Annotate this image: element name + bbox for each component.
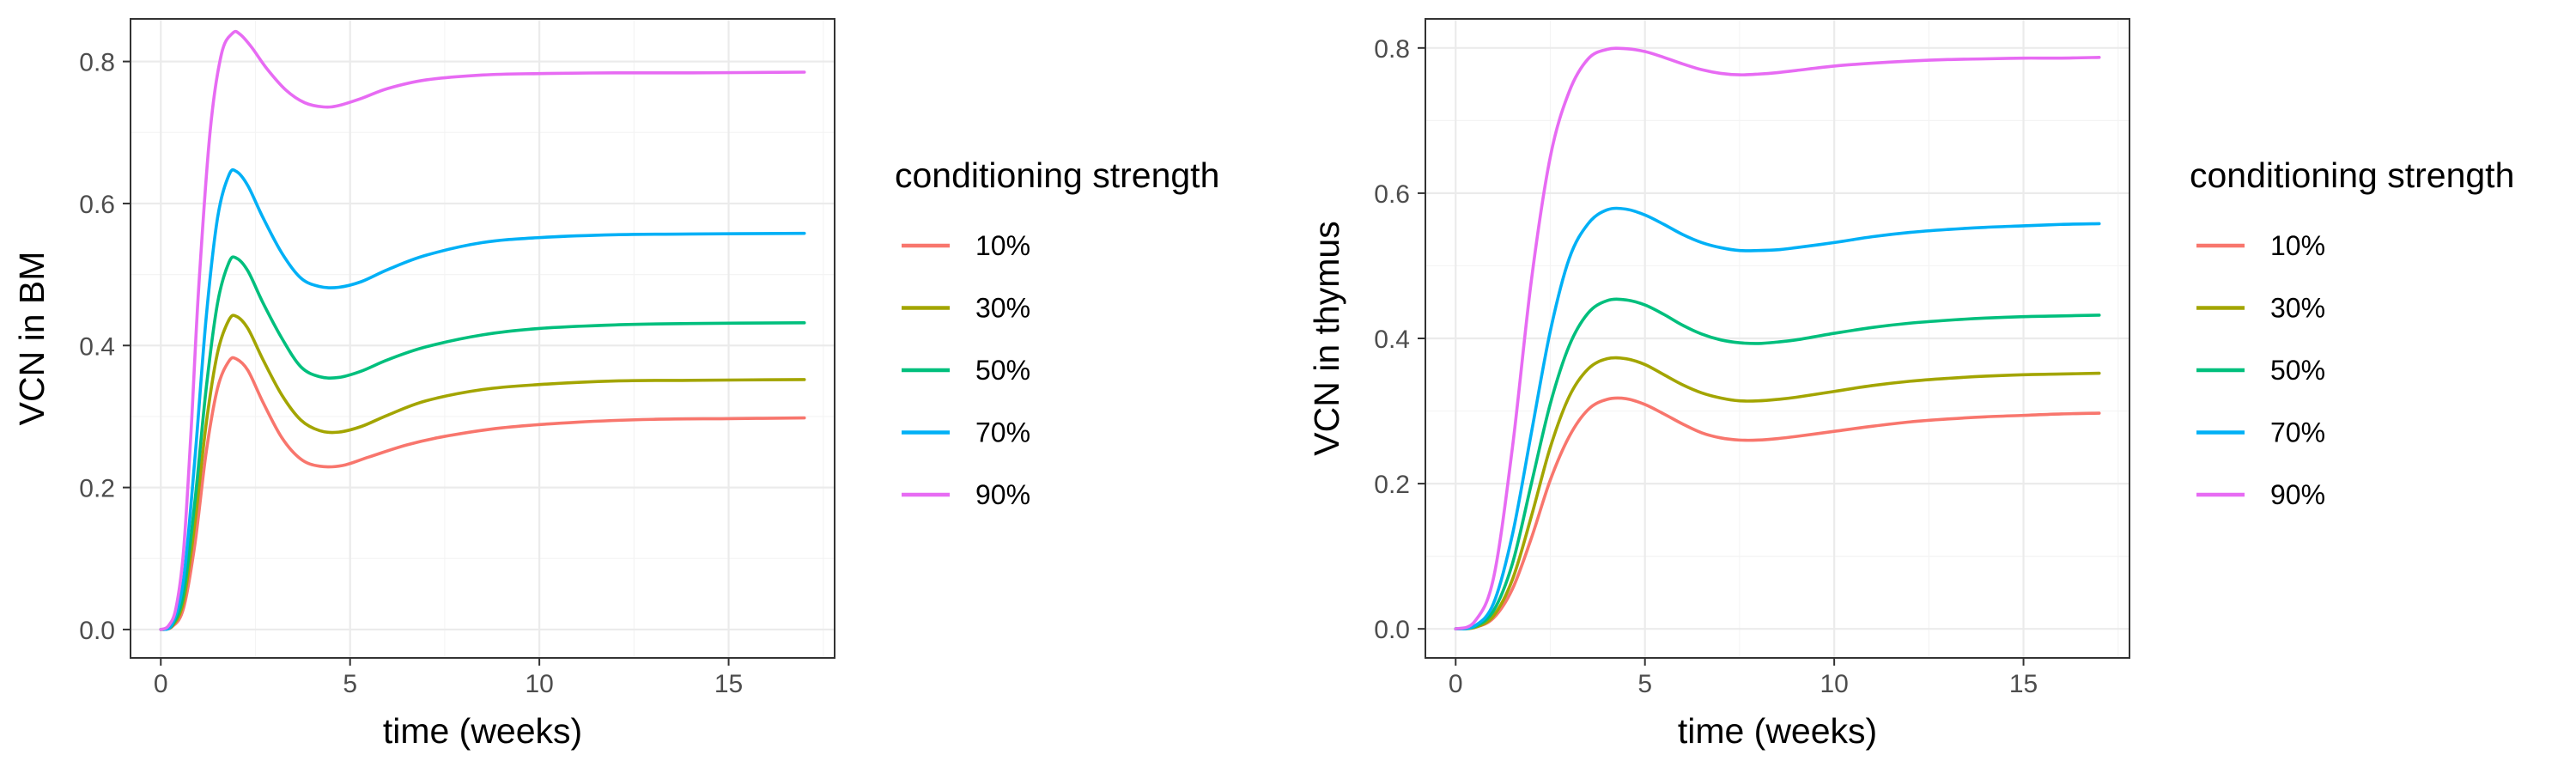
grid bbox=[1425, 19, 2129, 658]
series-line-30pct bbox=[159, 313, 806, 631]
x-tick-label: 0 bbox=[1449, 670, 1463, 698]
series-line-50pct bbox=[159, 255, 806, 631]
series-line-70pct bbox=[1454, 206, 2101, 630]
y-tick-label: 0.8 bbox=[1374, 35, 1410, 64]
x-tick-label: 15 bbox=[714, 670, 743, 698]
x-tick-label: 0 bbox=[154, 670, 168, 698]
series-line-50pct bbox=[1454, 297, 2101, 630]
legend-label: 50% bbox=[2270, 355, 2325, 386]
y-tick-label: 0.0 bbox=[79, 617, 115, 645]
legend-item: 30% bbox=[902, 293, 1030, 324]
y-axis-title: VCN in BM bbox=[12, 252, 52, 426]
legend: conditioning strength 10% 30% 50% 70% 90% bbox=[895, 155, 1219, 510]
legend-label: 70% bbox=[975, 417, 1030, 448]
legend-label: 90% bbox=[975, 479, 1030, 510]
legend-title: conditioning strength bbox=[2190, 155, 2514, 195]
x-tick-label: 5 bbox=[1637, 670, 1652, 698]
y-tick-label: 0.4 bbox=[79, 332, 115, 361]
legend-item: 10% bbox=[2196, 230, 2325, 261]
series-line-70pct bbox=[159, 167, 806, 631]
grid bbox=[131, 19, 835, 658]
x-axis-title: time (weeks) bbox=[1678, 711, 1877, 751]
y-tick-label: 0.6 bbox=[79, 191, 115, 219]
legend-item: 30% bbox=[2196, 293, 2325, 324]
x-tick-label: 15 bbox=[2009, 670, 2038, 698]
y-axis-title: VCN in thymus bbox=[1307, 221, 1346, 455]
legend-item: 50% bbox=[902, 355, 1030, 386]
legend: conditioning strength 10% 30% 50% 70% 90% bbox=[2190, 155, 2514, 510]
legend-title: conditioning strength bbox=[895, 155, 1219, 195]
series-line-30pct bbox=[1454, 356, 2101, 630]
series-line-90pct bbox=[1454, 46, 2101, 630]
plot-frame bbox=[130, 18, 835, 659]
legend-item: 90% bbox=[2196, 479, 2325, 510]
series-lines bbox=[1454, 46, 2101, 630]
x-tick-label: 10 bbox=[525, 670, 553, 698]
legend-item: 90% bbox=[902, 479, 1030, 510]
x-tick-label: 10 bbox=[1820, 670, 1848, 698]
y-tick-label: 0.6 bbox=[1374, 180, 1410, 209]
legend-label: 30% bbox=[975, 293, 1030, 324]
legend-item: 50% bbox=[2196, 355, 2325, 386]
legend-item: 70% bbox=[902, 417, 1030, 448]
legend-label: 90% bbox=[2270, 479, 2325, 510]
y-tick-label: 0.2 bbox=[1374, 471, 1410, 499]
legend-label: 10% bbox=[975, 230, 1030, 261]
chart-bm: 0 5 10 15 0.0 0.2 0.4 0.6 0.8 time (weeks) VCN in … bbox=[12, 18, 1219, 751]
legend-label: 30% bbox=[2270, 293, 2325, 324]
y-tick-label: 0.4 bbox=[1374, 326, 1410, 354]
series-lines bbox=[159, 29, 806, 631]
series-line-90pct bbox=[159, 29, 806, 631]
x-tick-label: 5 bbox=[343, 670, 357, 698]
series-line-10pct bbox=[159, 356, 806, 631]
chart-thymus: 0 5 10 15 0.0 0.2 0.4 0.6 0.8 time (weeks) VCN in … bbox=[1307, 18, 2514, 751]
plot-panel bbox=[131, 19, 835, 658]
y-tick-label: 0.2 bbox=[79, 475, 115, 503]
series-line-10pct bbox=[1454, 396, 2101, 630]
legend-label: 10% bbox=[2270, 230, 2325, 261]
x-axis-title: time (weeks) bbox=[383, 711, 582, 751]
y-tick-label: 0.8 bbox=[79, 49, 115, 77]
legend-item: 70% bbox=[2196, 417, 2325, 448]
legend-label: 70% bbox=[2270, 417, 2325, 448]
legend-label: 50% bbox=[975, 355, 1030, 386]
legend-item: 10% bbox=[902, 230, 1030, 261]
y-tick-label: 0.0 bbox=[1374, 616, 1410, 644]
